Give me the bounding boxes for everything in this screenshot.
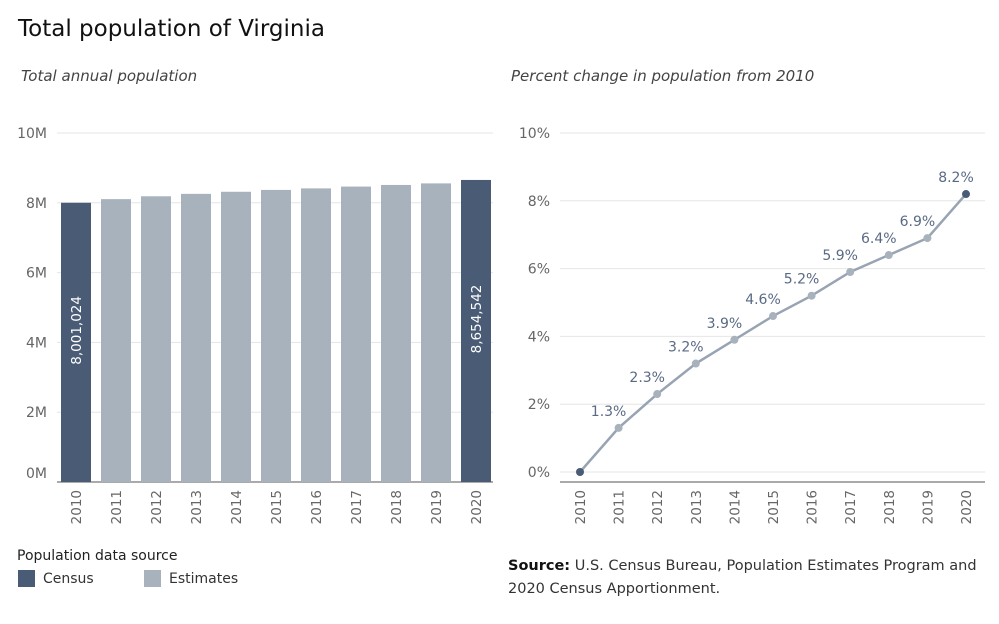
bar-data-label: 8,001,024	[69, 296, 85, 365]
bar-2012	[141, 196, 171, 483]
source-label: Source:	[508, 558, 571, 574]
bar-y-tick-label: 0M	[26, 466, 47, 482]
bar-2017	[341, 186, 371, 482]
legend-label-census: Census	[43, 570, 94, 587]
bar-2011	[101, 199, 131, 482]
bar-y-tick-label: 6M	[26, 266, 47, 282]
bar-x-tick-label: 2017	[349, 490, 365, 524]
bar-x-tick-label: 2020	[469, 490, 485, 524]
bar-2014	[221, 191, 251, 482]
bar-2013	[181, 193, 211, 482]
legend-item-census[interactable]: Census	[18, 570, 94, 587]
bar-y-tick-label: 4M	[26, 335, 47, 351]
legend-title: Population data source	[17, 548, 178, 564]
bar-2015	[261, 189, 291, 482]
legend-swatch-census	[18, 570, 35, 587]
bar-2016	[301, 188, 331, 483]
source-note: Source: U.S. Census Bureau, Population E…	[508, 555, 978, 601]
bar-x-tick-label: 2015	[269, 490, 285, 524]
line-chart-subtitle: Percent change in population from 2010	[511, 67, 815, 85]
bar-2010	[61, 202, 91, 482]
bar-data-label: 8,654,542	[469, 285, 485, 354]
bar-x-tick-label: 2010	[69, 490, 85, 524]
bar-y-tick-label: 2M	[26, 405, 47, 421]
bar-x-tick-label: 2013	[189, 490, 205, 524]
bar-x-tick-label: 2016	[309, 490, 325, 524]
bar-y-tick-label: 10M	[17, 126, 47, 142]
legend-label-estimates: Estimates	[169, 570, 239, 587]
bar-x-tick-label: 2011	[109, 490, 125, 524]
bar-x-tick-label: 2014	[229, 490, 245, 524]
bar-2018	[381, 184, 411, 482]
bar-x-tick-label: 2012	[149, 490, 165, 524]
legend-item-estimates[interactable]: Estimates	[144, 570, 238, 587]
bar-x-tick-label: 2018	[389, 490, 405, 524]
legend-swatch-estimates	[144, 570, 161, 587]
bar-chart-subtitle: Total annual population	[21, 67, 198, 85]
source-text: U.S. Census Bureau, Population Estimates…	[508, 558, 977, 597]
page-title: Total population of Virginia	[18, 16, 325, 42]
bar-y-tick-label: 8M	[26, 196, 47, 212]
bar-x-tick-label: 2019	[429, 490, 445, 524]
bar-2020	[461, 179, 491, 482]
bar-2019	[421, 183, 451, 482]
